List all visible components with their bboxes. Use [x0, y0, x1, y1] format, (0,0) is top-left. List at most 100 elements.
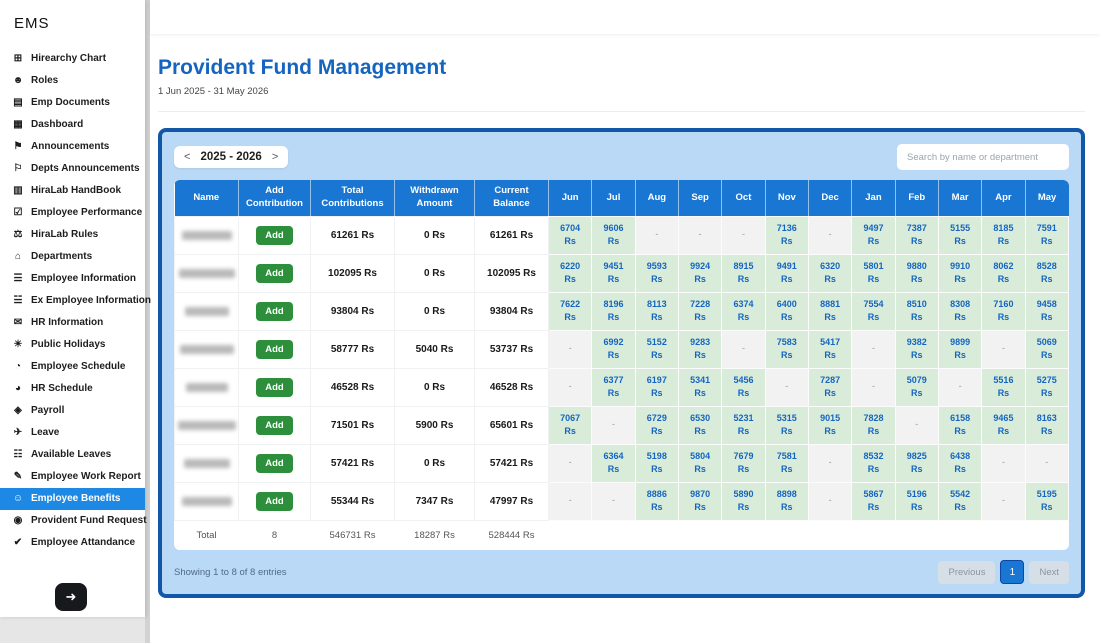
sidebar-item-label: Emp Documents	[31, 97, 110, 108]
month-cell: 7067 Rs	[547, 405, 593, 445]
blurred-name	[177, 420, 236, 430]
current-balance-cell: 46528 Rs	[474, 367, 549, 407]
sidebar-item-label: Leave	[31, 427, 60, 438]
sidebar-item-employee-attandance[interactable]: ✔ Employee Attandance	[0, 532, 145, 554]
sidebar-item-ex-employee-information[interactable]: ☱ Ex Employee Information	[0, 290, 152, 312]
sidebar-item-label: Available Leaves	[31, 449, 112, 460]
add-contribution-cell: Add	[238, 405, 311, 445]
employee-name-cell	[174, 367, 239, 407]
previous-page-button[interactable]: Previous	[938, 560, 996, 584]
year-next-button[interactable]: >	[271, 151, 279, 163]
month-cell: 9451 Rs	[591, 253, 636, 293]
add-contribution-cell: Add	[238, 215, 311, 255]
column-header-dec: Dec	[808, 180, 853, 216]
add-contribution-button[interactable]: Add	[256, 301, 293, 321]
sidebar-item-label: Announcements	[31, 141, 110, 152]
sidebar-item-employee-schedule[interactable]: ◔ Employee Schedule	[0, 356, 145, 378]
topbar	[150, 0, 1100, 34]
month-cell: 8915 Rs	[721, 253, 766, 293]
blurred-name	[178, 268, 235, 278]
month-cell: 8528 Rs	[1024, 253, 1069, 293]
add-contribution-button[interactable]: Add	[256, 491, 293, 511]
sidebar-item-public-holidays[interactable]: ☀ Public Holidays	[0, 334, 145, 356]
add-contribution-button[interactable]: Add	[256, 339, 293, 359]
month-cell: -	[981, 329, 1026, 369]
column-header-apr: Apr	[981, 180, 1026, 216]
column-header-add-contribution: Add Contribution	[238, 180, 311, 216]
month-cell: 6374 Rs	[721, 291, 766, 331]
month-cell: -	[721, 329, 766, 369]
withdrawn-amount-cell: 7347 Rs	[394, 481, 475, 521]
sidebar-item-hirearchy-chart[interactable]: ⊞ Hirearchy Chart	[0, 48, 145, 70]
month-cell: 6704 Rs	[547, 215, 593, 255]
sidebar-item-label: Payroll	[31, 405, 65, 416]
column-header-jan: Jan	[851, 180, 896, 216]
sidebar-item-hiralab-rules[interactable]: ⚖ HiraLab Rules	[0, 224, 145, 246]
add-contribution-button[interactable]: Add	[256, 453, 293, 473]
table-body: Add 61261 Rs 0 Rs 61261 Rs 6704 Rs 9606 Rs - - -71…	[174, 215, 1069, 521]
table-head: Name Add Contribution Total Contributions W…	[174, 180, 1069, 216]
sidebar-item-hr-information[interactable]: ✉ HR Information	[0, 312, 145, 334]
month-cell: 9870 Rs	[677, 481, 723, 521]
current-balance-cell: 102095 Rs	[474, 253, 549, 293]
sidebar-item-available-leaves[interactable]: ☷ Available Leaves	[0, 444, 145, 466]
sidebar-item-emp-documents[interactable]: ▤ Emp Documents	[0, 92, 145, 114]
month-cell: 5417 Rs	[807, 329, 853, 369]
year-prev-button[interactable]: <	[184, 151, 191, 163]
sidebar-item-employee-benefits[interactable]: ☺ Employee Benefits	[0, 488, 145, 510]
logout-button[interactable]: ➜	[55, 583, 87, 611]
hr-info-icon: ✉	[13, 317, 23, 328]
withdrawn-amount-cell: 0 Rs	[394, 367, 475, 407]
rules-icon: ⚖	[13, 229, 23, 240]
employee-name-cell	[174, 329, 239, 369]
month-cell: 5231 Rs	[721, 405, 766, 445]
month-cell: 6377 Rs	[591, 367, 636, 407]
sidebar-item-hiralab-handbook[interactable]: ▥ HiraLab HandBook	[0, 180, 145, 202]
add-contribution-button[interactable]: Add	[256, 263, 293, 283]
month-cell: 5155 Rs	[937, 215, 983, 255]
search-input[interactable]	[897, 144, 1069, 170]
month-cell: 5275 Rs	[1024, 367, 1069, 407]
withdrawn-amount-cell: 0 Rs	[394, 253, 475, 293]
sidebar-item-departments[interactable]: ⌂ Departments	[0, 246, 145, 268]
month-cell: 9825 Rs	[894, 443, 939, 483]
month-cell: 7554 Rs	[851, 291, 896, 331]
table-row: Add 61261 Rs 0 Rs 61261 Rs 6704 Rs 9606 Rs - - -71…	[174, 215, 1069, 255]
add-contribution-button[interactable]: Add	[256, 377, 293, 397]
current-balance-cell: 61261 Rs	[474, 215, 549, 255]
next-page-button[interactable]: Next	[1029, 560, 1069, 584]
add-contribution-button[interactable]: Add	[256, 225, 293, 245]
month-cell: 5341 Rs	[677, 367, 723, 407]
month-cell: -	[547, 367, 593, 407]
employee-schedule-icon: ◔	[14, 361, 22, 372]
sidebar-item-employee-work-report[interactable]: ✎ Employee Work Report	[0, 466, 145, 488]
month-cell: 7287 Rs	[807, 367, 853, 407]
main-area: Provident Fund Management 1 Jun 2025 - 3…	[145, 0, 1100, 643]
sidebar-item-provident-fund-request[interactable]: ◉ Provident Fund Request	[0, 510, 147, 532]
withdrawn-amount-cell: 5900 Rs	[394, 405, 475, 445]
sidebar-item-label: Hirearchy Chart	[31, 53, 107, 64]
employee-name-cell	[174, 291, 239, 331]
public-holidays-icon: ☀	[13, 339, 23, 350]
sidebar-item-hr-schedule[interactable]: ◕ HR Schedule	[0, 378, 145, 400]
sidebar-item-dashboard[interactable]: ▦ Dashboard	[0, 114, 145, 136]
ex-employee-info-icon: ☱	[13, 295, 23, 306]
sidebar-item-employee-information[interactable]: ☰ Employee Information	[0, 268, 145, 290]
sidebar-item-roles[interactable]: ☻ Roles	[0, 70, 145, 92]
sidebar-item-payroll[interactable]: ◈ Payroll	[0, 400, 145, 422]
sidebar-item-label: Depts Announcements	[31, 163, 140, 174]
sidebar-item-announcements[interactable]: ⚑ Announcements	[0, 136, 145, 158]
month-cell: -	[851, 367, 896, 407]
column-header-jun: Jun	[548, 180, 593, 216]
entries-summary: Showing 1 to 8 of 8 entries	[174, 566, 287, 578]
column-header-may: May	[1025, 180, 1069, 216]
page-number-button[interactable]: 1	[1000, 560, 1025, 584]
sidebar-item-label: Public Holidays	[31, 339, 106, 350]
sidebar-item-label: HiraLab HandBook	[31, 185, 122, 196]
sidebar-item-employee-performance[interactable]: ☑ Employee Performance	[0, 202, 145, 224]
sidebar-item-leave[interactable]: ✈ Leave	[0, 422, 145, 444]
depts-announcements-icon: ⚐	[13, 163, 23, 174]
add-contribution-button[interactable]: Add	[256, 415, 293, 435]
sidebar-item-depts-announcements[interactable]: ⚐ Depts Announcements	[0, 158, 145, 180]
sidebar-item-label: Employee Benefits	[31, 493, 121, 504]
